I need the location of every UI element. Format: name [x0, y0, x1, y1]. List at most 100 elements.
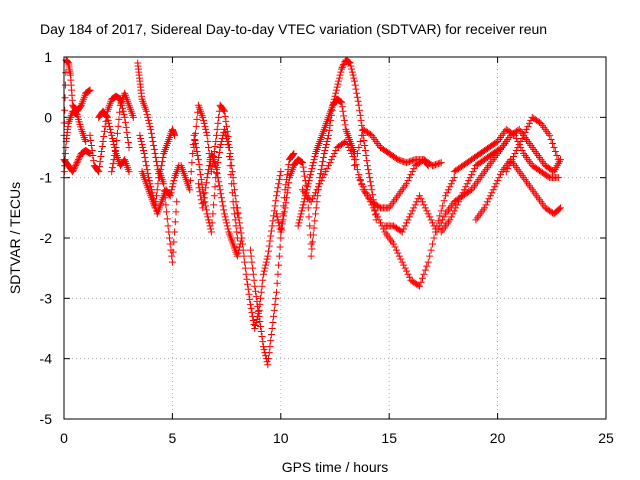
data-point — [319, 158, 327, 166]
data-point — [410, 165, 418, 173]
data-point — [239, 246, 247, 254]
data-point — [436, 212, 444, 220]
data-point — [129, 113, 137, 121]
data-point — [121, 113, 129, 121]
data-point — [86, 131, 94, 139]
data-point — [297, 210, 305, 218]
data-point — [167, 189, 175, 197]
data-point — [152, 154, 160, 162]
data-point — [150, 146, 158, 154]
data-point — [329, 153, 337, 161]
data-point — [305, 177, 313, 185]
data-point — [247, 304, 255, 312]
data-point — [446, 183, 454, 191]
data-point — [96, 158, 104, 166]
series-sat-r — [298, 137, 432, 212]
data-point — [553, 152, 561, 160]
data-point — [354, 97, 362, 105]
data-point — [285, 179, 293, 187]
data-point — [447, 213, 455, 221]
data-point — [343, 140, 351, 148]
data-point — [482, 201, 490, 209]
data-point — [82, 137, 90, 145]
data-point — [236, 243, 244, 251]
data-point — [358, 131, 366, 139]
data-point — [201, 189, 209, 197]
data-point — [203, 174, 211, 182]
data-point — [352, 156, 360, 164]
data-point — [307, 198, 315, 206]
data-point — [275, 261, 283, 269]
data-point — [252, 321, 260, 329]
data-point — [306, 174, 314, 182]
data-point — [246, 295, 254, 303]
data-point — [275, 180, 283, 188]
data-point — [392, 246, 400, 254]
data-point — [322, 144, 330, 151]
data-point — [401, 264, 409, 272]
data-point — [337, 68, 345, 76]
data-point — [323, 165, 331, 173]
data-point — [492, 180, 500, 188]
data-point — [98, 148, 106, 156]
data-point — [207, 225, 215, 233]
data-point — [230, 180, 238, 188]
data-point — [225, 137, 233, 145]
data-point — [556, 204, 564, 212]
data-point — [61, 94, 69, 102]
data-point — [511, 131, 519, 139]
data-point — [163, 215, 171, 223]
data-point — [311, 217, 319, 225]
data-point — [225, 153, 233, 161]
data-point — [341, 121, 349, 129]
data-point — [447, 180, 455, 188]
data-point — [207, 228, 215, 236]
data-point — [391, 243, 399, 251]
data-point — [520, 131, 528, 139]
data-point — [138, 140, 146, 148]
data-point — [306, 222, 314, 230]
data-point — [250, 276, 258, 284]
data-point — [307, 168, 315, 176]
series-sat-q — [307, 56, 380, 260]
data-point — [251, 325, 259, 332]
data-point — [213, 170, 221, 178]
data-point — [87, 136, 95, 144]
data-point — [62, 144, 70, 151]
data-point — [325, 126, 333, 134]
data-point — [142, 162, 150, 170]
data-point — [496, 171, 504, 179]
data-point — [417, 195, 425, 203]
data-point — [111, 148, 119, 156]
series-sat-y — [502, 113, 562, 176]
data-point — [109, 160, 117, 168]
data-point — [234, 209, 242, 217]
data-point — [272, 294, 280, 302]
data-point — [116, 108, 124, 116]
data-point — [158, 158, 166, 166]
data-point — [220, 107, 228, 115]
data-point — [224, 140, 232, 148]
data-point — [141, 154, 149, 162]
data-point — [272, 192, 280, 200]
data-point — [465, 177, 473, 185]
data-point — [462, 183, 470, 191]
data-point — [85, 87, 93, 95]
data-point — [229, 174, 237, 182]
data-point — [220, 210, 228, 218]
data-point — [326, 121, 334, 129]
data-point — [221, 112, 229, 120]
data-point — [211, 183, 219, 191]
data-point — [256, 317, 264, 325]
data-point — [355, 174, 363, 182]
data-point — [169, 248, 177, 256]
data-point — [252, 318, 260, 326]
data-point — [369, 204, 377, 212]
data-point — [305, 213, 313, 221]
x-tick-label: 0 — [60, 430, 68, 446]
data-point — [313, 186, 321, 194]
data-point — [105, 119, 113, 127]
data-point — [202, 184, 210, 192]
data-point — [323, 137, 331, 145]
data-point — [446, 216, 454, 224]
